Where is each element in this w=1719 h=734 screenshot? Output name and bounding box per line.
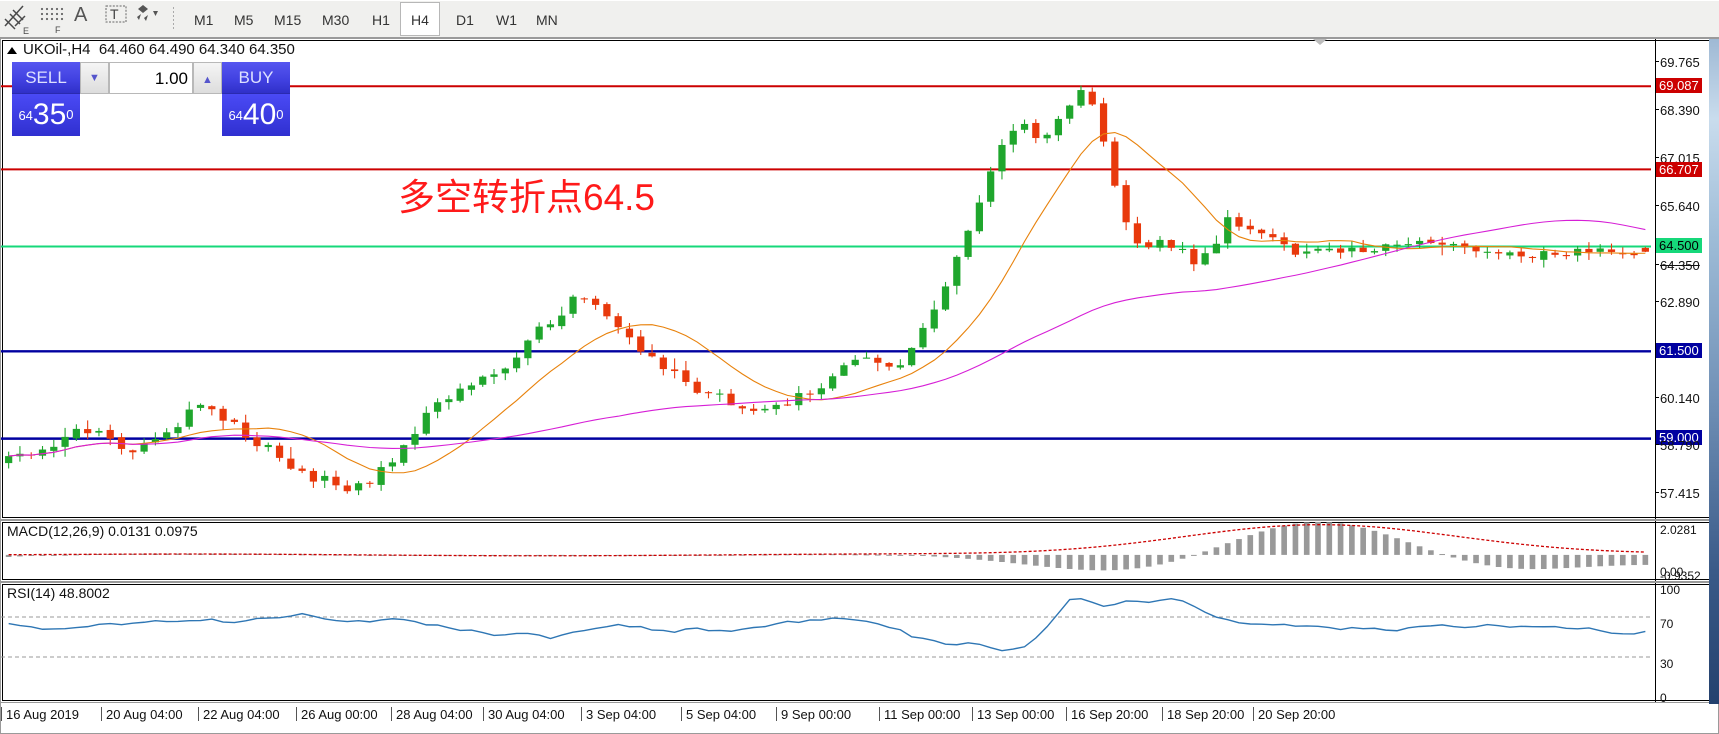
svg-text:T: T bbox=[110, 6, 119, 22]
svg-text:E: E bbox=[23, 26, 29, 35]
svg-text:F: F bbox=[55, 25, 61, 35]
